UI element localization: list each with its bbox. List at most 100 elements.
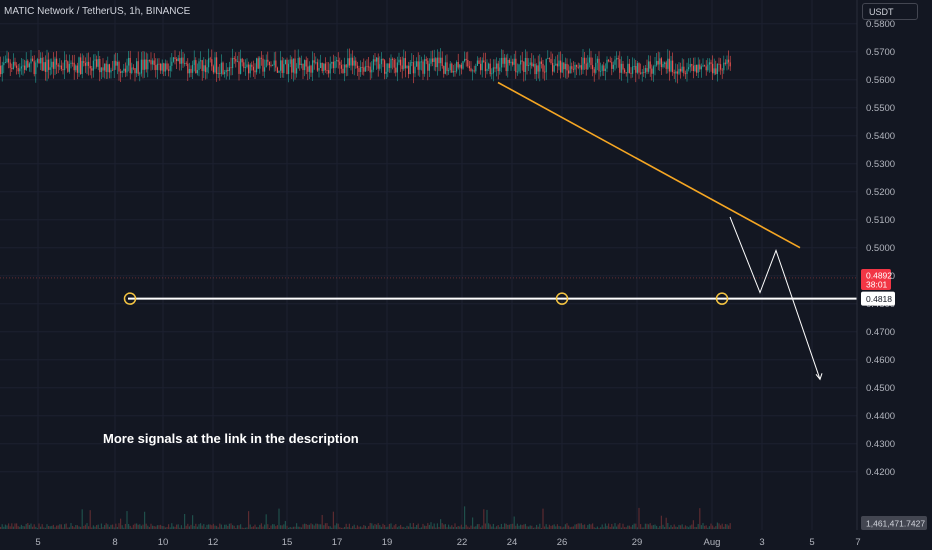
volume-bar <box>270 525 272 529</box>
volume-bar <box>646 523 648 529</box>
candle-body <box>428 63 430 71</box>
candle-body <box>153 60 155 66</box>
volume-bar <box>587 525 589 529</box>
volume-bar <box>97 524 99 529</box>
volume-bar <box>534 527 536 529</box>
resistance-trendline[interactable] <box>497 81 801 249</box>
volume-bar <box>592 523 594 529</box>
volume-bar <box>651 525 653 529</box>
candle-body <box>110 69 112 73</box>
volume-bar <box>625 527 627 529</box>
volume-bar <box>366 527 368 529</box>
candle-body <box>225 69 227 73</box>
volume-bar <box>172 526 174 529</box>
volume-bar <box>241 527 243 529</box>
candle-body <box>174 57 176 60</box>
volume-bar <box>648 524 650 529</box>
candle-body <box>452 71 454 73</box>
volume-bar <box>131 527 133 529</box>
volume-bar <box>502 527 504 529</box>
candle-body <box>339 61 341 66</box>
time-axis[interactable]: 5 8 10 12 15 17 19 22 24 26 29 Aug 3 5 7 <box>35 537 860 548</box>
volume-bar <box>51 525 53 529</box>
candle-body <box>588 57 590 63</box>
candle-body <box>12 61 14 70</box>
volume-bar <box>32 526 34 529</box>
candle-body <box>4 62 6 64</box>
volume-bar <box>201 525 203 529</box>
volume-bar <box>668 527 670 529</box>
candle-body <box>502 57 504 64</box>
candle-body <box>729 62 731 67</box>
candle-body <box>38 59 40 64</box>
volume-bar <box>718 523 720 529</box>
volume-bar <box>80 526 82 529</box>
volume-bar <box>480 527 482 529</box>
candle-body <box>72 62 74 64</box>
volume-bar <box>225 524 227 529</box>
candle-body <box>371 69 373 73</box>
candle-body <box>115 60 117 66</box>
candle-body <box>84 62 86 66</box>
volume-bar <box>179 527 181 529</box>
volume-bar <box>500 523 502 529</box>
candle-body <box>275 60 277 68</box>
volume-bar <box>678 524 680 529</box>
volume-bar <box>491 526 493 529</box>
projection-arrowhead <box>815 373 823 381</box>
volume-bar <box>38 523 40 529</box>
candle-body <box>691 64 693 66</box>
candle-body <box>353 60 355 66</box>
candle-body <box>592 65 594 70</box>
candle-body <box>377 57 379 69</box>
volume-bar <box>417 523 419 529</box>
volume-bar <box>209 524 211 529</box>
candle-body <box>601 65 603 71</box>
candle-body <box>593 69 595 73</box>
volume-bar <box>576 524 578 529</box>
volume-bar <box>612 526 614 529</box>
candle-body <box>710 62 712 64</box>
volume-bar <box>113 527 115 529</box>
support-price-badge <box>861 291 895 306</box>
candle-body <box>504 57 506 64</box>
candle-body <box>112 69 114 71</box>
candle-body <box>379 64 381 69</box>
symbol-title[interactable]: MATIC Network / TetherUS, 1h, BINANCE <box>4 6 191 17</box>
volume-bar <box>185 525 187 529</box>
volume-bar <box>238 525 240 529</box>
volume-bar <box>72 525 74 529</box>
candle-body <box>164 63 166 72</box>
volume-bar <box>694 527 696 529</box>
candle-body <box>171 61 173 66</box>
candle-body <box>376 57 378 62</box>
volume-bar <box>700 525 702 529</box>
volume-bar <box>198 524 200 529</box>
candle-body <box>724 62 726 64</box>
candle-body <box>454 71 456 72</box>
currency-unit-button[interactable]: USDT <box>862 3 918 20</box>
candle-body <box>73 62 75 71</box>
candle-body <box>332 61 334 69</box>
candle-body <box>268 61 270 66</box>
support-touch-marker <box>715 292 729 305</box>
volume-bar <box>596 526 598 529</box>
candle-body <box>179 58 181 64</box>
volume-bar <box>720 525 722 529</box>
candle-body <box>612 64 614 69</box>
x-tick-label: 12 <box>208 537 219 548</box>
candle-body <box>54 58 56 69</box>
volume-bar <box>419 527 421 529</box>
candle-body <box>241 58 243 63</box>
candle-body <box>76 65 78 73</box>
candle-body <box>595 62 597 73</box>
candle-body <box>352 57 354 66</box>
candle-body <box>219 72 221 74</box>
candle-body <box>129 57 131 74</box>
volume-bar <box>192 515 194 529</box>
volume-bar <box>123 527 125 529</box>
candle-body <box>721 69 723 71</box>
volume-bar <box>65 523 67 529</box>
